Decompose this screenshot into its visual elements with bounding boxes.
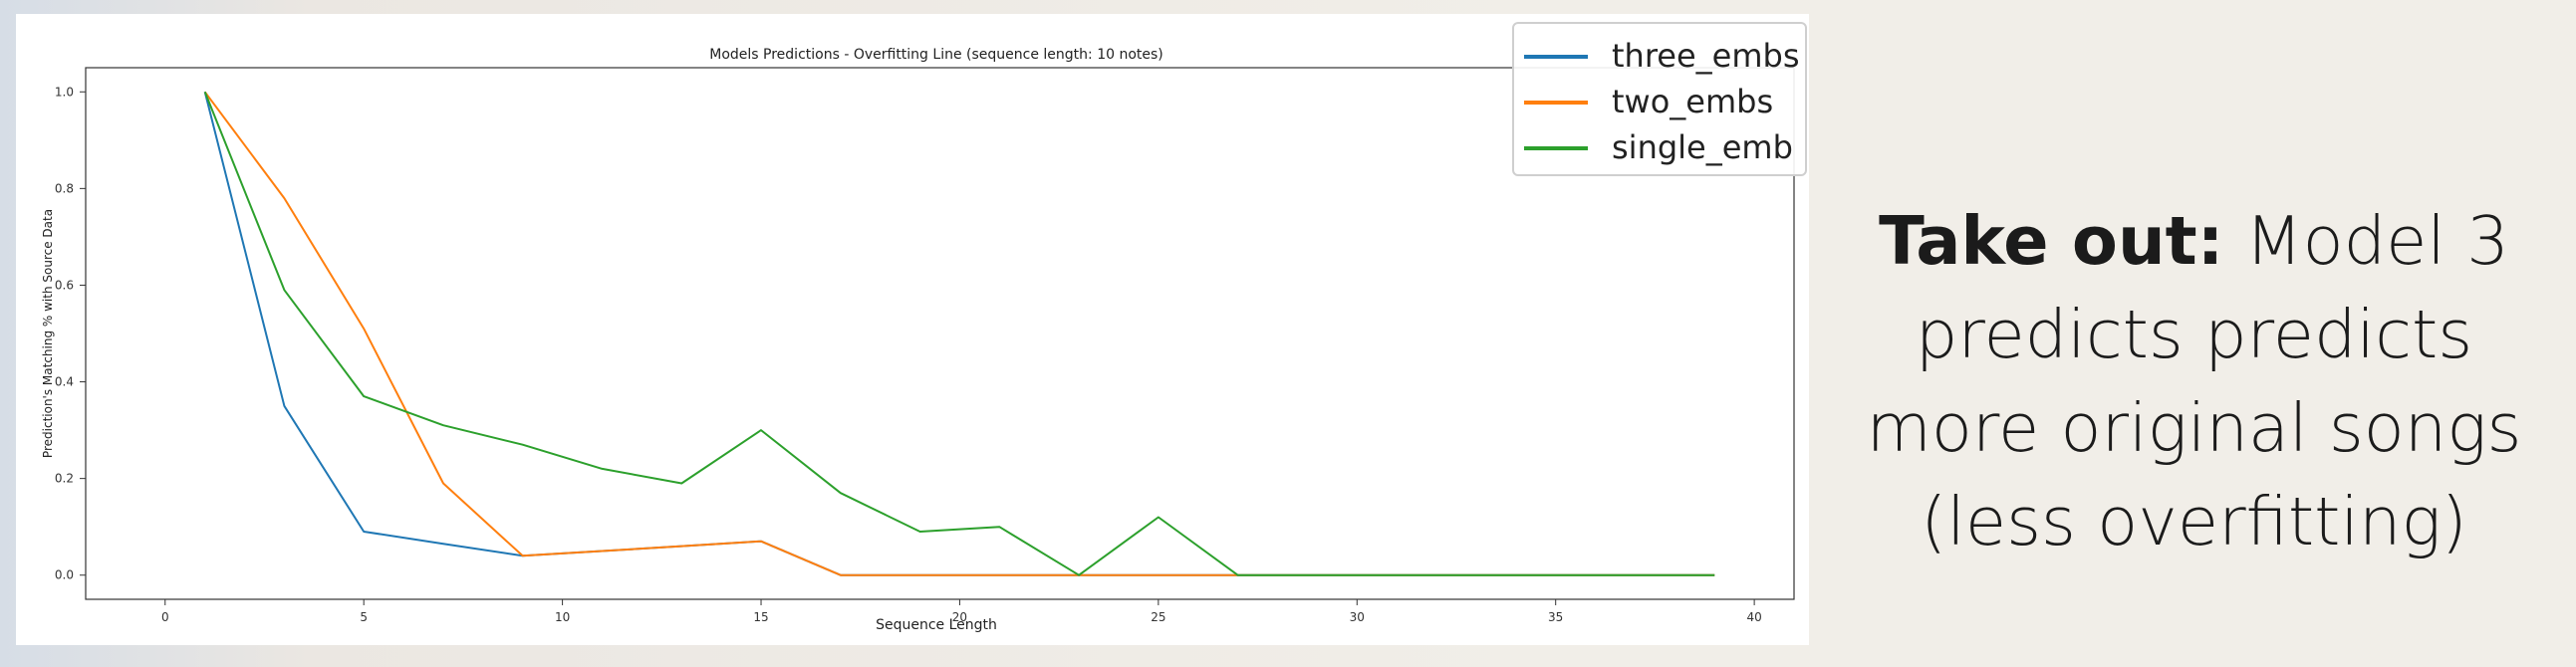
legend-label: three_embs [1612, 37, 1800, 75]
series-lines [203, 91, 1715, 576]
chart-title: Models Predictions - Overfitting Line (s… [709, 47, 1163, 63]
y-tick-label: 0.6 [55, 278, 74, 292]
y-tick-label: 0.2 [55, 472, 74, 486]
legend-swatch [1524, 146, 1588, 150]
x-axis-label: Sequence Length [876, 617, 997, 633]
x-axis: 0 5 10 15 20 25 30 35 40 [161, 599, 1762, 624]
x-tick-label: 0 [161, 610, 169, 624]
takeaway-text: Take out: Model 3 predicts predicts more… [1828, 194, 2560, 568]
legend-label: two_embs [1612, 83, 1774, 120]
legend-item: two_embs [1524, 82, 1803, 121]
legend-label: single_emb [1612, 128, 1793, 166]
x-tick-label: 40 [1746, 610, 1761, 624]
series-line-two_embs [203, 91, 1715, 576]
y-tick-label: 0.0 [55, 568, 74, 582]
line-chart: Models Predictions - Overfitting Line (s… [41, 47, 1795, 633]
legend-item: single_emb [1524, 127, 1803, 167]
chart-panel: Models Predictions - Overfitting Line (s… [16, 14, 1809, 645]
y-axis: 0.0 0.2 0.4 0.6 0.8 1.0 [55, 85, 86, 582]
legend-swatch [1524, 55, 1588, 59]
x-tick-label: 35 [1548, 610, 1563, 624]
plot-area [85, 67, 1795, 600]
x-tick-label: 10 [555, 610, 570, 624]
series-line-three_embs [203, 92, 1715, 576]
legend-swatch [1524, 101, 1588, 105]
x-tick-label: 20 [952, 610, 967, 624]
takeaway-body: Model 3 predicts predicts more original … [1866, 202, 2522, 560]
chart-legend: three_embs two_embs single_emb [1512, 22, 1807, 176]
legend-item: three_embs [1524, 36, 1803, 76]
y-tick-label: 0.4 [55, 375, 74, 389]
takeaway-label: Take out: [1879, 202, 2224, 280]
x-tick-label: 30 [1350, 610, 1365, 624]
y-axis-label: Prediction's Matching % with Source Data [41, 209, 55, 458]
y-tick-label: 0.8 [55, 181, 74, 195]
x-tick-label: 15 [753, 610, 768, 624]
y-tick-label: 1.0 [55, 85, 74, 99]
x-tick-label: 5 [360, 610, 368, 624]
series-line-single_emb [203, 91, 1715, 576]
x-tick-label: 25 [1151, 610, 1165, 624]
